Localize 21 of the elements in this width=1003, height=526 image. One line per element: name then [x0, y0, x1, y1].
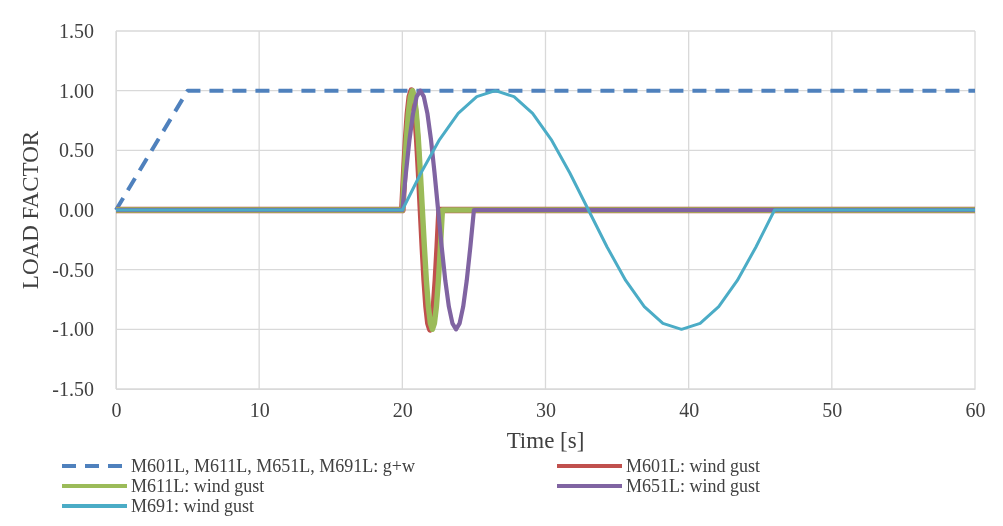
- legend-label: M691: wind gust: [131, 496, 255, 516]
- y-axis-title: LOAD FACTOR: [18, 130, 43, 290]
- legend-label: M651L: wind gust: [626, 476, 761, 496]
- y-tick-label: 0.50: [59, 139, 94, 162]
- x-axis-title: Time [s]: [506, 428, 585, 453]
- y-tick-label: -0.50: [52, 258, 94, 281]
- x-tick-label: 10: [249, 399, 270, 422]
- legend-label: M601L, M611L, M651L, M691L: g+w: [131, 456, 415, 476]
- x-tick-label: 30: [536, 399, 556, 422]
- x-tick-label: 50: [822, 399, 843, 422]
- legend-label: M611L: wind gust: [131, 476, 265, 496]
- y-tick-label: 1.50: [59, 19, 94, 42]
- y-tick-label: 0.00: [59, 198, 94, 221]
- x-tick-label: 0: [111, 399, 122, 422]
- x-tick-label: 60: [965, 399, 986, 422]
- y-tick-label: -1.00: [52, 318, 94, 341]
- y-tick-label: 1.00: [59, 79, 94, 102]
- x-tick-label: 20: [392, 399, 413, 422]
- legend-label: M601L: wind gust: [626, 456, 761, 476]
- y-tick-label: -1.50: [52, 377, 94, 400]
- x-tick-label: 40: [679, 399, 700, 422]
